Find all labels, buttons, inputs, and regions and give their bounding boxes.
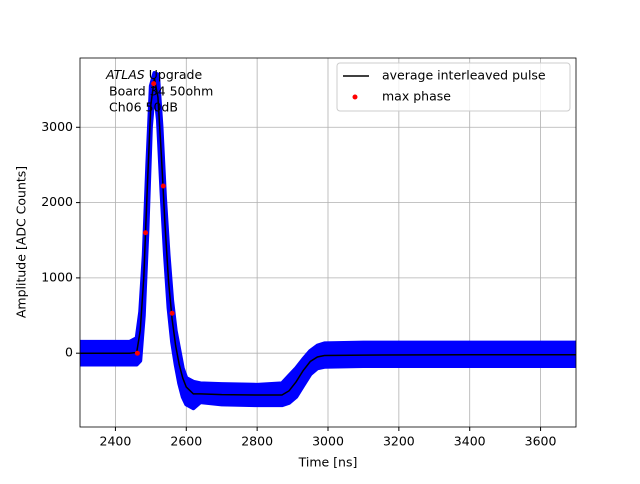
legend-marker: [352, 94, 358, 100]
plot-frame: [79, 57, 577, 428]
legend-label: average interleaved pulse: [382, 68, 546, 83]
x-tick-label: 2600: [170, 434, 202, 449]
x-axis-label: Time [ns]: [298, 455, 358, 470]
x-tick-label: 2800: [241, 434, 273, 449]
line: [80, 78, 576, 396]
y-axis-label: Amplitude [ADC Counts]: [14, 166, 29, 318]
y-tick-label: 3000: [41, 119, 73, 134]
y-tick-label: 1000: [41, 269, 73, 284]
annotation-line: Board 34 50ohm: [109, 84, 213, 99]
annotation-italic: ATLAS: [105, 67, 145, 82]
legend-label: max phase: [382, 89, 451, 104]
point: [160, 183, 166, 189]
y-tick-label: 0: [65, 345, 73, 360]
legend-box: [336, 62, 571, 112]
x-tick-label: 3200: [383, 434, 415, 449]
y-tick-label: 2000: [41, 194, 73, 209]
annotation-line: Upgrade: [149, 67, 203, 82]
point: [151, 81, 157, 87]
point: [169, 310, 175, 316]
x-tick-label: 3400: [454, 434, 486, 449]
point: [143, 230, 149, 236]
x-tick-label: 3000: [312, 434, 344, 449]
x-tick-label: 2400: [100, 434, 132, 449]
x-tick-label: 3600: [525, 434, 557, 449]
annotation: ATLAS Upgrade: [105, 67, 202, 82]
sample-band: [80, 71, 576, 411]
point: [134, 350, 140, 356]
annotation-line: Ch06 50dB: [109, 100, 178, 115]
